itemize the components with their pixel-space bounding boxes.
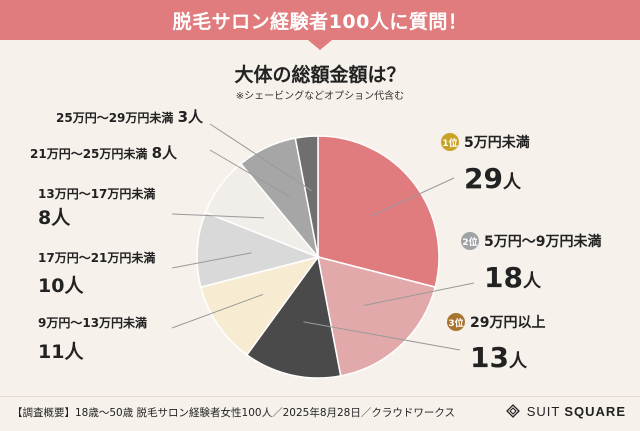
slice-count-label: 8人 (38, 207, 71, 229)
slice-count-label: 3人 (178, 108, 204, 126)
slice-category-label: 21万円～25万円未満 8人 (30, 144, 178, 162)
slice-label: 2位 5万円～9万円未満 18人 (461, 232, 601, 294)
pie-slice (196, 211, 321, 289)
slice-label: 25万円～29万円未満 3人 (56, 108, 204, 126)
brand-mark-icon (505, 404, 520, 418)
slice-category-label: 17万円～21万円未満 (38, 250, 155, 265)
footer: 【調査概要】18歳～50歳 脱毛サロン経験者女性100人／2025年8月28日／… (0, 396, 640, 431)
slice-label: 17万円～21万円未満 10人 (38, 250, 155, 297)
brand-name-bold: SQUARE (564, 403, 626, 419)
slice-count-label: 10人 (38, 275, 84, 297)
rank-badge (461, 232, 479, 250)
survey-source: 【調査概要】18歳～50歳 脱毛サロン経験者女性100人／2025年8月28日／… (12, 407, 456, 419)
rank-badge (441, 133, 459, 151)
leader-line (209, 149, 290, 198)
banner-pointer (308, 40, 332, 50)
rank-badge-text: 1位 (442, 137, 457, 149)
slice-category-label: 5万円未満 (464, 134, 530, 151)
pie-slice (245, 255, 342, 379)
slice-count-label: 11人 (38, 341, 84, 363)
question-heading: 大体の総額金額は？ (234, 64, 406, 86)
slice-category-label: 29万円以上 (470, 315, 545, 331)
slice-count-label: 13人 (470, 341, 528, 374)
slice-label: 13万円～17万円未満 8人 (38, 186, 155, 229)
leader-line (370, 177, 455, 217)
leader-line (209, 123, 312, 192)
rank-badge (447, 313, 465, 331)
pie-slice (199, 255, 320, 356)
slice-category-label: 25万円～29万円未満 3人 (56, 108, 204, 126)
question-note: ※シェービングなどオプション代含む (235, 91, 405, 102)
title-text: 脱毛サロン経験者100人に質問！ (172, 10, 468, 33)
brand-name-light: SUIT (526, 403, 561, 419)
rank-badge-text: 3位 (448, 317, 463, 329)
pie-chart: 1位 5万円未満 29人 2位 5万円～9万円未満 18人 9万円～13万円未満 11人 13万… (30, 108, 601, 379)
leader-line (171, 213, 265, 219)
leader-line (303, 321, 461, 351)
leader-line (171, 252, 252, 269)
leader-line (171, 293, 264, 329)
slice-category-label: 13万円～17万円未満 (38, 186, 155, 201)
pie-slice (317, 255, 437, 377)
brand-logo: SUIT SQUARE (504, 402, 626, 420)
slice-label: 3位 29万円以上 13人 (447, 313, 545, 374)
slice-category-label: 9万円～13万円未満 (38, 315, 147, 330)
slice-count-label: 18人 (484, 261, 542, 294)
slice-count-label: 8人 (152, 144, 178, 162)
pie-slice (294, 135, 319, 258)
slice-label: 1位 5万円未満 29人 (441, 133, 530, 195)
slice-category-label: 5万円～9万円未満 (484, 233, 601, 250)
pie-slice (317, 135, 440, 289)
title-banner: 脱毛サロン経験者100人に質問！ (0, 0, 640, 40)
rank-badge-text: 2位 (462, 236, 477, 248)
slice-count-label: 29人 (464, 162, 522, 195)
slice-label: 9万円～13万円未満 11人 (38, 315, 147, 363)
leader-line (363, 282, 475, 306)
slice-label: 21万円～25万円未満 8人 (30, 144, 178, 162)
